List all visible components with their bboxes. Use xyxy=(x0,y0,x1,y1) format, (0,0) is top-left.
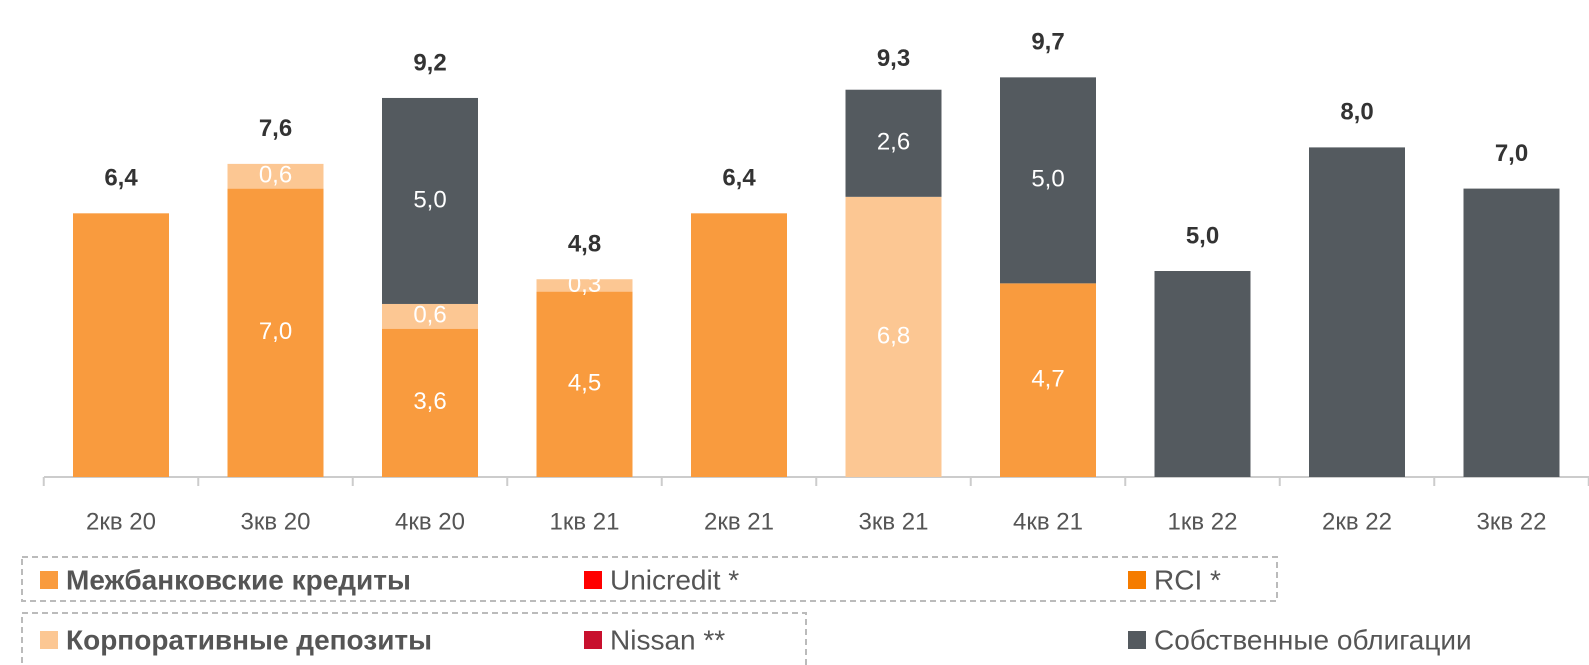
legend-label: Nissan ** xyxy=(610,624,725,655)
legend-label: Межбанковские кредиты xyxy=(66,564,411,595)
legend-swatch xyxy=(40,571,58,589)
total-label: 9,3 xyxy=(877,45,910,72)
value-label: 7,0 xyxy=(259,318,292,345)
x-tick-label: 2кв 22 xyxy=(1322,508,1392,535)
legend-swatch xyxy=(1128,571,1146,589)
value-label: 0,3 xyxy=(568,271,601,298)
value-label: 4,7 xyxy=(1031,366,1064,393)
bar-segment xyxy=(1000,77,1096,284)
total-label: 9,2 xyxy=(413,49,446,76)
total-label: 5,0 xyxy=(1186,222,1219,249)
legend-box xyxy=(21,556,1278,602)
x-tick-label: 1кв 22 xyxy=(1168,508,1238,535)
bar-segment xyxy=(691,213,787,477)
legend-label: Собственные облигации xyxy=(1154,624,1472,655)
legend-label: Unicredit * xyxy=(610,564,739,595)
total-label: 9,7 xyxy=(1031,29,1064,56)
total-label: 7,6 xyxy=(259,115,292,142)
bar-segment xyxy=(536,291,633,477)
value-label: 0,6 xyxy=(259,162,292,189)
value-label: 2,6 xyxy=(877,129,910,156)
bar-segment xyxy=(382,328,478,477)
legend-label: Корпоративные депозиты xyxy=(66,624,432,655)
legend-label: RCI * xyxy=(1154,564,1221,595)
legend-swatch xyxy=(584,631,602,649)
bar-segment xyxy=(1463,188,1560,477)
bar-segment xyxy=(1154,271,1251,477)
legend-swatch xyxy=(1128,631,1146,649)
bar-segment xyxy=(227,163,324,189)
bar-segment xyxy=(845,196,942,477)
bar-segment xyxy=(1309,147,1405,477)
bar-segment xyxy=(1000,283,1096,477)
total-label: 6,4 xyxy=(722,165,756,192)
legend-swatch xyxy=(584,571,602,589)
bar-segment xyxy=(845,89,942,197)
bar-segment xyxy=(227,188,324,477)
bar-segment xyxy=(382,303,478,329)
x-tick-label: 3кв 21 xyxy=(859,508,929,535)
value-label: 6,8 xyxy=(877,322,910,349)
bar-segment xyxy=(536,279,633,292)
value-label: 5,0 xyxy=(413,186,446,213)
total-label: 7,0 xyxy=(1495,140,1528,167)
bar-segment xyxy=(73,213,169,477)
legend-box xyxy=(21,612,807,665)
total-label: 4,8 xyxy=(568,231,601,258)
x-tick-label: 3кв 20 xyxy=(241,508,311,535)
value-label: 3,6 xyxy=(413,388,446,415)
x-tick-label: 2кв 21 xyxy=(704,508,774,535)
bar-segment xyxy=(382,97,478,304)
value-label: 4,5 xyxy=(568,370,601,397)
x-tick-label: 4кв 21 xyxy=(1013,508,1083,535)
total-label: 8,0 xyxy=(1340,99,1373,126)
x-tick-label: 2кв 20 xyxy=(86,508,156,535)
legend-swatch xyxy=(40,631,58,649)
x-tick-label: 1кв 21 xyxy=(550,508,620,535)
x-tick-label: 3кв 22 xyxy=(1477,508,1547,535)
total-label: 6,4 xyxy=(104,165,138,192)
value-label: 5,0 xyxy=(1031,166,1064,193)
x-tick-label: 4кв 20 xyxy=(395,508,465,535)
value-label: 0,6 xyxy=(413,302,446,329)
